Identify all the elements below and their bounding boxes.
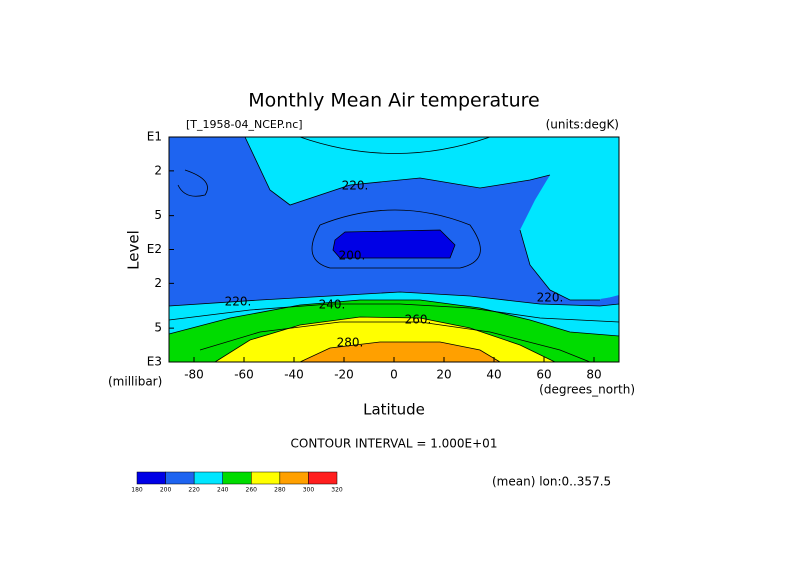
y-tick-label: E1 bbox=[147, 130, 162, 144]
y-tick-label: 5 bbox=[154, 321, 162, 335]
colorbar-label: 240 bbox=[217, 487, 229, 494]
contour-region bbox=[333, 230, 455, 258]
contour-interval: CONTOUR INTERVAL = 1.000E+01 bbox=[291, 437, 498, 451]
contour-label: 220. bbox=[225, 295, 252, 309]
x-tick-label: 20 bbox=[436, 368, 451, 382]
colorbar-box bbox=[193, 471, 223, 485]
x-tick-label: -40 bbox=[284, 368, 304, 382]
y-tick-label: 5 bbox=[154, 208, 162, 222]
contour-label: 280. bbox=[337, 336, 364, 350]
colorbar-box bbox=[165, 471, 195, 485]
contour-line bbox=[214, 316, 556, 363]
colorbar-label: 260 bbox=[246, 487, 258, 494]
contour-label: 220. bbox=[342, 179, 369, 193]
y-tick-label: 2 bbox=[154, 276, 162, 290]
contour-line bbox=[332, 229, 456, 259]
x-tick-label: 0 bbox=[390, 368, 398, 382]
colorbar-box bbox=[136, 471, 166, 485]
colorbar-label: 220 bbox=[188, 487, 200, 494]
x-tick-label: -60 bbox=[234, 368, 254, 382]
x-unit: (degrees_north) bbox=[539, 383, 635, 397]
colorbar-box bbox=[308, 471, 338, 485]
y-tick-label: E2 bbox=[147, 242, 162, 256]
contour-label: 220. bbox=[537, 291, 564, 305]
contour-line bbox=[177, 169, 208, 197]
colorbar-label: 300 bbox=[303, 487, 315, 494]
subtitle-right: (units:degK) bbox=[546, 118, 619, 132]
colorbar-box bbox=[279, 471, 309, 485]
contour-line bbox=[244, 136, 551, 206]
x-tick-label: 40 bbox=[486, 368, 501, 382]
contour-line bbox=[311, 209, 481, 269]
contour-line bbox=[519, 229, 600, 301]
footnote: (mean) lon:0..357.5 bbox=[492, 475, 611, 489]
x-tick-label: -80 bbox=[184, 368, 204, 382]
y-axis-label: Level bbox=[125, 230, 143, 270]
y-tick-label: 2 bbox=[154, 163, 162, 177]
colorbar-label: 180 bbox=[131, 487, 143, 494]
colorbar-label: 320 bbox=[331, 487, 343, 494]
contour-label: 200. bbox=[339, 249, 366, 263]
x-tick-label: 80 bbox=[586, 368, 601, 382]
contour-label: 260. bbox=[405, 313, 432, 327]
colorbar-box bbox=[222, 471, 252, 485]
colorbar-box bbox=[251, 471, 281, 485]
colorbar-label: 280 bbox=[274, 487, 286, 494]
contour-region bbox=[245, 137, 619, 300]
x-tick-label: 60 bbox=[536, 368, 551, 382]
chart-title: Monthly Mean Air temperature bbox=[248, 90, 539, 112]
y-tick-label: E3 bbox=[147, 355, 162, 369]
contour-line bbox=[199, 321, 591, 363]
contour-line bbox=[168, 299, 620, 337]
x-tick-label: -20 bbox=[334, 368, 354, 382]
contour-region bbox=[600, 296, 619, 304]
contour-line bbox=[168, 303, 620, 323]
contour-region bbox=[300, 342, 500, 362]
contour-line bbox=[299, 136, 491, 154]
colorbar-label: 200 bbox=[160, 487, 172, 494]
contour-line bbox=[299, 341, 501, 363]
contour-label: 240. bbox=[319, 298, 346, 312]
contour-line bbox=[168, 291, 620, 307]
y-unit: (millibar) bbox=[108, 375, 162, 389]
subtitle-left: [T_1958-04_NCEP.nc] bbox=[186, 118, 303, 131]
x-axis-label: Latitude bbox=[363, 401, 425, 419]
